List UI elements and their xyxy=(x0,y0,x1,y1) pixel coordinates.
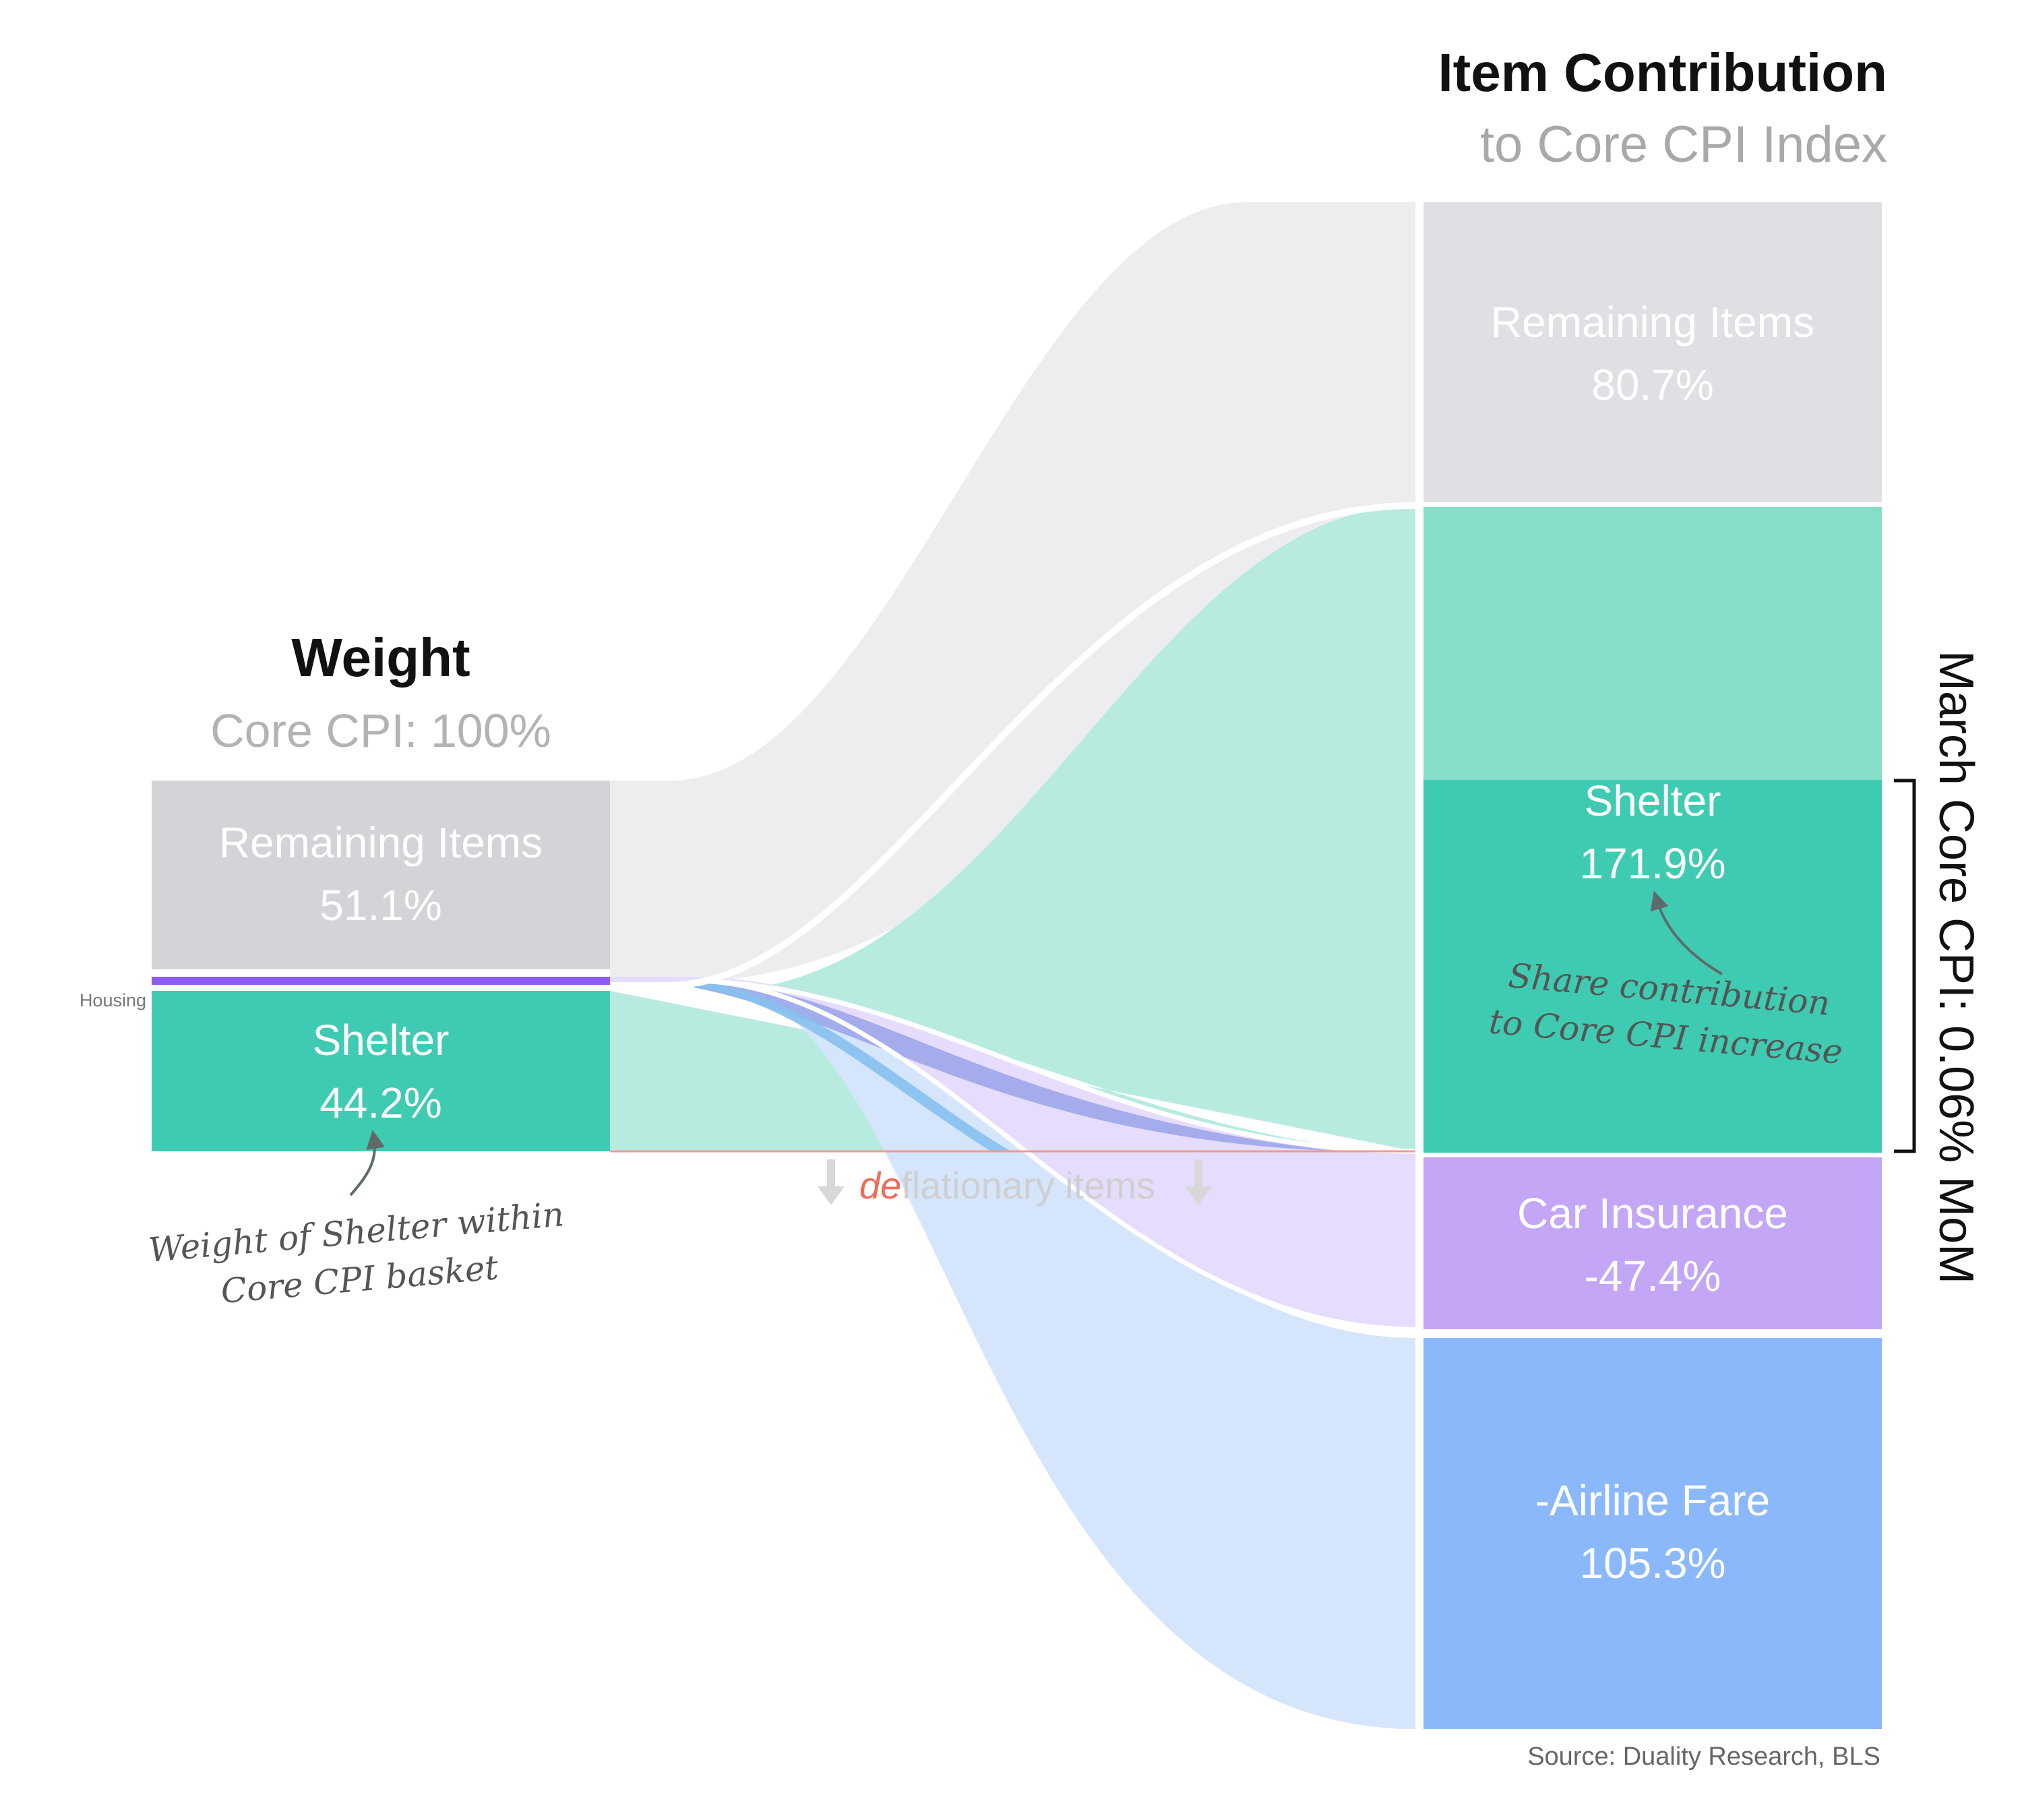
node-bars xyxy=(152,202,1882,1729)
ribbon-separator-1 xyxy=(610,502,1416,989)
ribbons xyxy=(610,202,1416,1729)
node-remaining-left xyxy=(152,781,610,969)
ribbon-remaining xyxy=(610,202,1415,983)
node-shelter-left xyxy=(152,991,610,1151)
node-shelter-right-upper xyxy=(1423,507,1882,780)
node-airline-right xyxy=(1423,1338,1882,1729)
ribbon-separator-2 xyxy=(700,978,1416,1154)
remaining-left-value: 51.1% xyxy=(319,881,441,930)
bracket-label: March Core CPI: 0.06% MoM xyxy=(1929,650,1983,1284)
deflationary-rest: flationary items xyxy=(901,1164,1155,1207)
remaining-right-value: 80.7% xyxy=(1591,361,1713,409)
deflationary-prefix: de xyxy=(859,1164,901,1207)
ribbon-housing-blue xyxy=(694,981,1011,1151)
remaining-left-label: Remaining Items xyxy=(219,818,543,867)
car-insurance-right-label: Car Insurance xyxy=(1517,1189,1788,1238)
deflationary-text: deflationary items xyxy=(859,1164,1155,1207)
down-arrow-icon xyxy=(818,1159,845,1205)
deflationary-label: deflationary items xyxy=(818,1159,1212,1207)
ribbon-shelter xyxy=(610,506,1415,1151)
car-insurance-right-value: -47.4% xyxy=(1585,1252,1721,1300)
node-remaining-right xyxy=(1423,202,1882,502)
core-cpi-bracket: March Core CPI: 0.06% MoM xyxy=(1894,650,1983,1284)
remaining-right-label: Remaining Items xyxy=(1491,298,1814,346)
left-title: Weight xyxy=(291,628,470,688)
down-arrow-icon xyxy=(1185,1159,1212,1205)
share-annotation-arrow xyxy=(1650,890,1723,975)
node-car-insurance-right xyxy=(1423,1157,1882,1329)
node-housing-left xyxy=(152,977,610,985)
housing-left-label: Housing xyxy=(80,990,146,1010)
airline-right-value: 105.3% xyxy=(1579,1539,1725,1587)
shelter-right-label: Shelter xyxy=(1585,777,1721,825)
right-subtitle: to Core CPI Index xyxy=(1480,116,1887,173)
left-subtitle: Core CPI: 100% xyxy=(210,704,551,757)
node-shelter-right xyxy=(1423,780,1882,1153)
bracket-line xyxy=(1894,779,1916,1153)
ribbon-airline xyxy=(708,979,1415,1729)
weight-annotation-line-1: Weight of Shelter within xyxy=(147,1194,565,1270)
ribbon-housing-purple xyxy=(694,979,1341,1151)
ribbon-separator-3 xyxy=(700,978,1416,1332)
shelter-left-label: Shelter xyxy=(313,1016,450,1064)
source-text: Source: Duality Research, BLS xyxy=(1527,1742,1880,1771)
airline-right-label: -Airline Fare xyxy=(1535,1476,1771,1525)
shelter-left-value: 44.2% xyxy=(319,1079,441,1127)
weight-annotation-arrow xyxy=(349,1130,385,1196)
shelter-right-value: 171.9% xyxy=(1579,839,1725,888)
weight-annotation: Weight of Shelter within Core CPI basket xyxy=(147,1130,565,1311)
right-title: Item Contribution xyxy=(1438,42,1887,102)
